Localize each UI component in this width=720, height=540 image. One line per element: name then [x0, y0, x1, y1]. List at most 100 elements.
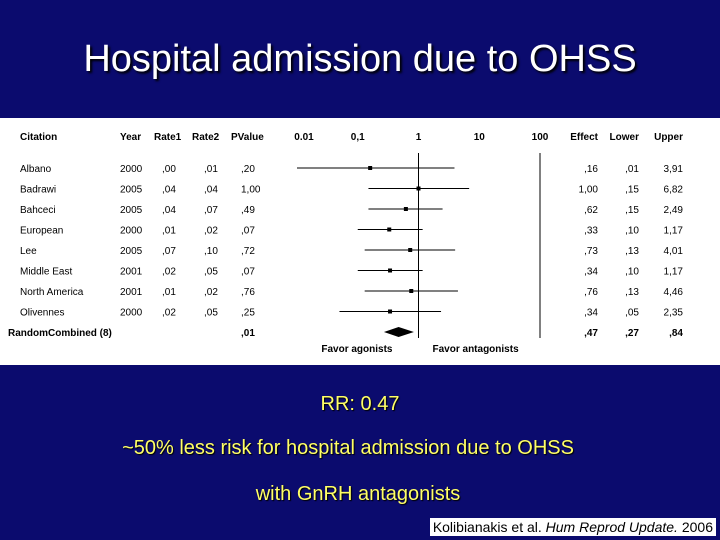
study-citation: European	[20, 226, 63, 237]
x-tick-label: 1	[416, 132, 422, 143]
col-header-rate2: Rate2	[192, 132, 220, 143]
study-effect-marker	[416, 186, 421, 191]
study-upper: 1,17	[664, 267, 684, 278]
study-lower: ,13	[625, 287, 639, 298]
citation-year: 2006	[681, 519, 713, 535]
study-upper: 2,49	[664, 205, 684, 216]
study-pvalue: ,07	[241, 226, 255, 237]
study-citation: North America	[20, 287, 84, 298]
study-effect-marker	[409, 289, 414, 293]
study-pvalue: ,07	[241, 267, 255, 278]
forest-plot-panel: Citation Year Rate1 Rate2 PValue Effect Lower U…	[0, 118, 720, 365]
study-effect: ,62	[584, 205, 598, 216]
study-year: 2000	[120, 308, 143, 319]
combined-label: Combined (8)	[48, 328, 112, 339]
study-rate2: ,10	[204, 246, 218, 257]
study-citation: Lee	[20, 246, 37, 257]
study-year: 2005	[120, 246, 143, 257]
study-lower: ,15	[625, 185, 639, 196]
study-rate2: ,05	[204, 267, 218, 278]
citation-authors: Kolibianakis et al.	[432, 519, 542, 535]
study-effect: 1,00	[579, 185, 599, 196]
combined-pvalue: ,01	[241, 328, 255, 339]
x-tick-label: 0,1	[351, 132, 365, 143]
study-rate1: ,01	[162, 226, 176, 237]
citation: Kolibianakis et al. Hum Reprod Update. 2…	[429, 518, 716, 536]
col-header-lower: Lower	[610, 132, 640, 143]
citation-journal: Hum Reprod Update.	[545, 519, 678, 535]
study-citation: Bahceci	[20, 205, 56, 216]
slide-title: Hospital admission due to OHSS	[83, 38, 637, 80]
study-rate2: ,01	[204, 164, 218, 175]
study-effect: ,76	[584, 287, 598, 298]
study-pvalue: ,49	[241, 205, 255, 216]
study-effect: ,73	[584, 246, 598, 257]
study-citation: Albano	[20, 164, 52, 175]
favor-antagonists-label: Favor antagonists	[433, 344, 520, 355]
study-effect-marker	[388, 268, 393, 273]
combined-effect: ,47	[584, 328, 598, 339]
study-effect: ,34	[584, 308, 598, 319]
forest-plot: Citation Year Rate1 Rate2 PValue Effect Lower U…	[8, 132, 684, 355]
favor-agonists-label: Favor agonists	[321, 344, 393, 355]
study-rate1: ,04	[162, 185, 176, 196]
study-rate2: ,05	[204, 308, 218, 319]
study-pvalue: 1,00	[241, 185, 261, 196]
study-year: 2000	[120, 164, 143, 175]
study-pvalue: ,76	[241, 287, 255, 298]
study-effect-marker	[388, 309, 393, 314]
study-upper: 4,46	[664, 287, 684, 298]
col-header-citation: Citation	[20, 132, 57, 143]
study-effect: ,34	[584, 267, 598, 278]
study-upper: 4,01	[664, 246, 684, 257]
study-citation: Olivennes	[20, 308, 64, 319]
study-effect: ,33	[584, 226, 598, 237]
study-effect-marker	[408, 248, 413, 252]
study-rate1: ,02	[162, 308, 176, 319]
risk-reduction-text: ~50% less risk for hospital admission du…	[122, 437, 574, 459]
study-pvalue: ,25	[241, 308, 255, 319]
study-year: 2000	[120, 226, 143, 237]
combined-upper: ,84	[669, 328, 683, 339]
combined-diamond	[383, 327, 414, 337]
study-upper: 3,91	[664, 164, 684, 175]
col-header-rate1: Rate1	[154, 132, 182, 143]
study-lower: ,05	[625, 308, 639, 319]
study-lower: ,01	[625, 164, 639, 175]
study-rate1: ,07	[162, 246, 176, 257]
study-effect-marker	[387, 227, 392, 232]
study-year: 2005	[120, 185, 143, 196]
study-effect: ,16	[584, 164, 598, 175]
study-upper: 2,35	[664, 308, 684, 319]
x-tick-label: 0.01	[294, 132, 314, 143]
col-header-effect: Effect	[570, 132, 598, 143]
col-header-year: Year	[120, 132, 141, 143]
study-citation: Middle East	[20, 267, 72, 278]
study-rate2: ,02	[204, 287, 218, 298]
study-rate1: ,04	[162, 205, 176, 216]
study-upper: 6,82	[664, 185, 684, 196]
study-year: 2001	[120, 267, 143, 278]
study-rate1: ,01	[162, 287, 176, 298]
study-pvalue: ,72	[241, 246, 255, 257]
study-effect-marker	[403, 207, 408, 211]
study-rate1: ,00	[162, 164, 176, 175]
rr-text: RR: 0.47	[320, 393, 400, 415]
x-tick-label: 10	[474, 132, 486, 143]
gnrh-antagonists-text: with GnRH antagonists	[255, 483, 461, 505]
col-header-pvalue: PValue	[231, 132, 264, 143]
study-lower: ,10	[625, 226, 639, 237]
study-rate1: ,02	[162, 267, 176, 278]
study-rate2: ,07	[204, 205, 218, 216]
combined-model-label: Random	[8, 328, 48, 339]
study-rate2: ,02	[204, 226, 218, 237]
study-pvalue: ,20	[241, 164, 255, 175]
study-effect-marker	[368, 166, 373, 170]
study-lower: ,15	[625, 205, 639, 216]
study-citation: Badrawi	[20, 185, 56, 196]
x-tick-label: 100	[532, 132, 549, 143]
study-lower: ,10	[625, 267, 639, 278]
study-year: 2001	[120, 287, 143, 298]
study-year: 2005	[120, 205, 143, 216]
study-rate2: ,04	[204, 185, 218, 196]
